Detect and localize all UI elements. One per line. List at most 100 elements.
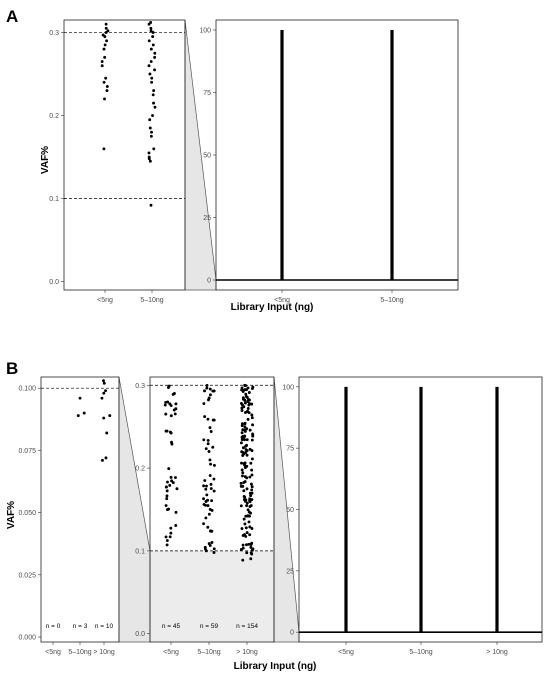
- x-tick-label: <5ng: [338, 649, 354, 656]
- data-point: [169, 526, 173, 530]
- data-point: [152, 89, 156, 93]
- data-point: [202, 484, 206, 488]
- data-point: [241, 543, 245, 547]
- data-point: [248, 514, 251, 518]
- data-point: [102, 47, 106, 51]
- data-point: [241, 471, 245, 475]
- zoom-connector: [184, 19, 217, 291]
- data-point: [202, 522, 206, 526]
- data-point: [164, 400, 168, 404]
- y-tick-label: 75: [286, 446, 294, 453]
- data-point: [153, 55, 157, 59]
- data-point: [239, 481, 243, 485]
- data-point: [148, 126, 152, 130]
- data-point: [250, 416, 254, 420]
- data-point: [250, 552, 254, 556]
- data-point: [244, 392, 248, 396]
- data-point: [106, 29, 110, 33]
- data-point: [204, 500, 208, 503]
- data-point: [205, 386, 209, 390]
- x-tick-label: 5–10ng: [68, 649, 91, 656]
- data-point: [100, 458, 104, 462]
- data-point: [250, 498, 254, 501]
- data-point: [102, 147, 106, 151]
- data-point: [249, 511, 253, 515]
- data-point: [169, 531, 173, 535]
- data-point: [208, 426, 212, 430]
- data-point: [169, 431, 173, 435]
- x-tick-label: 5–10ng: [197, 649, 220, 656]
- data-point: [104, 22, 108, 26]
- data-point: [202, 402, 206, 406]
- data-point: [242, 481, 246, 484]
- data-point: [239, 547, 243, 551]
- data-point: [203, 389, 206, 393]
- sample-count-label: n = 0: [46, 623, 61, 630]
- data-point: [242, 517, 246, 521]
- data-point: [245, 531, 249, 535]
- data-point: [248, 475, 252, 479]
- x-tick-label: > 10ng: [486, 649, 508, 656]
- x-tick-label: <5ng: [274, 297, 290, 304]
- y-tick-label: 0.1: [49, 196, 59, 203]
- data-point: [245, 501, 249, 505]
- data-point: [244, 411, 247, 414]
- data-point: [147, 39, 151, 43]
- data-point: [149, 29, 153, 33]
- data-point: [152, 147, 156, 151]
- data-point: [149, 203, 153, 207]
- data-point: [245, 504, 249, 508]
- data-point: [251, 547, 255, 551]
- data-point: [249, 545, 253, 549]
- data-point: [240, 527, 244, 530]
- data-point: [82, 411, 86, 415]
- sample-count-label: n = 45: [162, 623, 181, 630]
- data-point: [239, 484, 243, 488]
- data-point: [241, 450, 245, 454]
- data-point: [209, 430, 213, 433]
- data-point: [104, 389, 107, 393]
- data-point: [245, 453, 249, 457]
- data-point: [101, 33, 105, 37]
- data-point: [209, 482, 213, 486]
- data-point: [166, 480, 169, 484]
- data-point: [249, 461, 253, 465]
- data-point: [250, 438, 254, 442]
- panel-b-x-axis-label: Library Input (ng): [234, 661, 317, 672]
- data-point: [165, 489, 169, 493]
- data-point: [249, 494, 253, 498]
- data-point: [168, 535, 172, 539]
- y-tick-label: 100: [282, 384, 294, 391]
- data-point: [211, 418, 215, 422]
- data-point: [204, 549, 208, 553]
- data-point: [245, 464, 249, 468]
- data-point: [241, 446, 245, 450]
- data-point: [104, 26, 108, 30]
- data-point: [168, 483, 172, 487]
- y-tick-label: 0.2: [49, 113, 59, 120]
- x-tick-label: > 10ng: [236, 649, 258, 656]
- data-point: [76, 414, 80, 418]
- panel-label-b: B: [6, 359, 18, 378]
- chart-1-1-frame: [149, 376, 275, 643]
- data-point: [208, 507, 212, 511]
- data-point: [248, 525, 252, 529]
- data-point: [245, 551, 249, 555]
- data-point: [206, 525, 210, 529]
- data-point: [204, 447, 208, 451]
- data-point: [250, 468, 254, 472]
- data-point: [243, 434, 247, 438]
- y-tick-label: 0.025: [18, 572, 36, 579]
- data-point: [164, 429, 168, 433]
- data-point: [105, 431, 109, 435]
- data-point: [243, 401, 247, 405]
- data-point: [212, 489, 216, 493]
- data-point: [240, 468, 244, 472]
- data-point: [245, 476, 249, 480]
- x-tick-label: > 10ng: [93, 649, 115, 656]
- data-point: [243, 461, 247, 465]
- y-tick-label: 0.2: [135, 466, 145, 473]
- data-point: [170, 479, 174, 483]
- data-point: [169, 414, 173, 418]
